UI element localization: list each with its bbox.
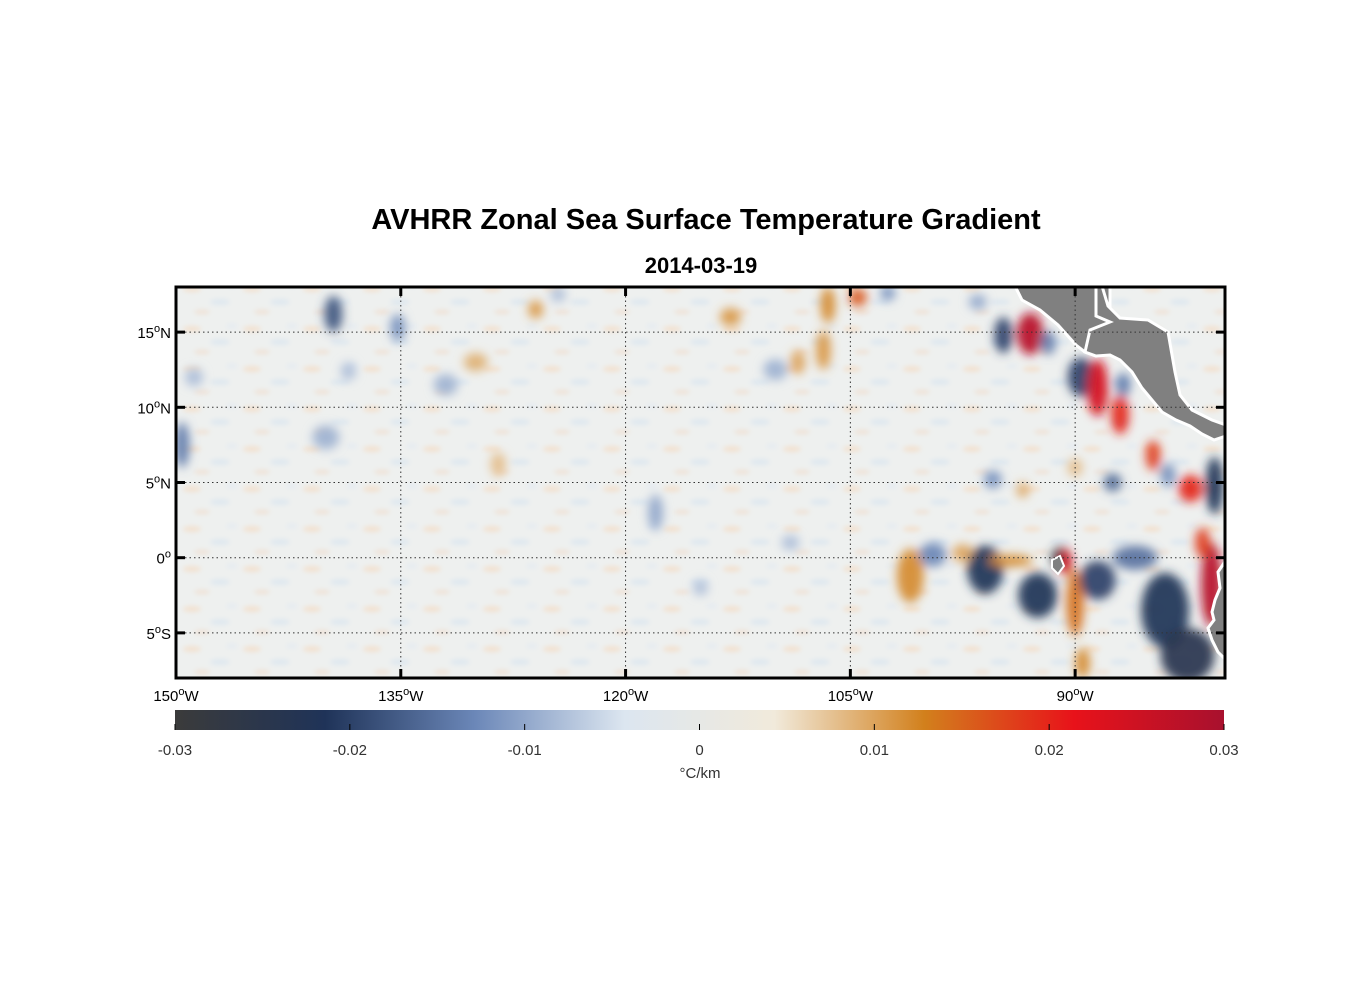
lat-tick-label: 15oN: [137, 323, 171, 342]
gradient-anomaly: [1075, 647, 1091, 678]
gradient-anomaly: [490, 452, 506, 477]
longitude-labels: 150oW 135oW 120oW 105oW 90oW: [153, 686, 1094, 705]
gradient-anomaly: [820, 287, 836, 324]
map-subtitle: 2014-03-19: [644, 253, 758, 278]
gradient-anomaly: [176, 422, 190, 468]
lat-tick-label: 10oN: [137, 398, 171, 417]
gradient-anomaly: [648, 494, 664, 531]
latitude-labels: 15oN 10oN 5oN 0o 5oS: [137, 323, 171, 643]
land-galapagos: [1051, 554, 1066, 576]
colorbar-tick-label: -0.01: [508, 742, 542, 759]
gradient-anomaly: [1079, 560, 1116, 600]
gradient-anomaly: [463, 353, 488, 372]
gradient-anomaly: [994, 317, 1013, 354]
gradient-anomaly: [1018, 572, 1058, 618]
gradient-anomaly: [968, 294, 987, 310]
gradient-anomaly: [1115, 372, 1131, 397]
gradient-anomaly: [1160, 628, 1215, 678]
colorbar-unit-label: °C/km: [680, 765, 721, 782]
lon-tick-label: 105oW: [828, 686, 874, 705]
gradient-anomaly: [550, 287, 566, 303]
map-title: AVHRR Zonal Sea Surface Temperature Grad…: [371, 204, 1041, 236]
gradient-anomaly: [693, 580, 708, 596]
gradient-anomaly: [324, 296, 343, 333]
gradient-anomaly: [1145, 440, 1161, 471]
lat-tick-label: 0o: [157, 549, 171, 568]
colorbar-tick-label: -0.03: [158, 742, 192, 759]
gradient-anomaly: [1111, 395, 1130, 435]
gradient-anomaly: [988, 554, 1034, 567]
gradient-anomaly: [184, 368, 203, 387]
lat-tick-label: 5oS: [147, 624, 171, 643]
lat-tick-label: 5oN: [146, 474, 171, 493]
gradient-anomaly: [790, 350, 806, 375]
gradient-anomaly: [1040, 330, 1056, 355]
gradient-anomaly: [1195, 527, 1211, 558]
gradient-anomaly: [1060, 548, 1073, 576]
gradient-anomaly: [1141, 572, 1190, 648]
lon-tick-label: 135oW: [378, 686, 424, 705]
colorbar-tick-label: 0.02: [1035, 742, 1064, 759]
gradient-anomaly: [983, 470, 1002, 489]
gradient-anomaly: [433, 374, 458, 396]
colorbar-scale: [175, 710, 1224, 730]
colorbar-ticks: -0.03 -0.02 -0.01 0 0.01 0.02 0.03: [158, 724, 1239, 759]
gradient-anomaly: [1016, 482, 1029, 498]
colorbar-tick-label: 0.01: [860, 742, 889, 759]
lon-tick-label: 150oW: [153, 686, 199, 705]
gradient-anomaly: [763, 359, 788, 381]
gradient-anomaly: [815, 330, 831, 370]
colorbar-tick-label: 0.03: [1209, 742, 1238, 759]
gradient-anomaly: [312, 425, 340, 450]
gradient-anomaly: [719, 308, 741, 327]
gradient-features: [176, 287, 1224, 678]
gradient-anomaly: [1178, 474, 1203, 503]
colorbar-tick-label: 0: [695, 742, 703, 759]
gradient-anomaly: [1087, 359, 1109, 417]
lon-tick-label: 120oW: [603, 686, 649, 705]
gradient-anomaly: [1205, 456, 1224, 515]
gradient-anomaly: [919, 542, 947, 567]
land-central-america: [1083, 287, 1225, 442]
colorbar: -0.03 -0.02 -0.01 0 0.01 0.02 0.03 °C/km: [158, 710, 1239, 782]
gradient-anomaly: [1160, 462, 1176, 488]
gradient-anomaly: [880, 287, 896, 301]
gradient-anomaly: [848, 288, 867, 307]
gradient-anomaly: [952, 544, 974, 563]
gradient-anomaly: [390, 314, 406, 342]
map-plot-area: 150oW 135oW 120oW 105oW 90oW 15oN 10oN 5oN 0o 5o…: [137, 285, 1227, 705]
colorbar-tick-label: -0.02: [333, 742, 367, 759]
land-masses: [898, 287, 1225, 662]
gradient-anomaly: [896, 548, 924, 603]
gradient-anomaly: [781, 535, 800, 551]
map-frame: [174, 285, 1227, 680]
gradient-anomaly: [1016, 312, 1044, 355]
gradient-anomaly: [340, 362, 356, 381]
gradient-anomaly: [528, 300, 544, 319]
land-south-america: [1206, 558, 1225, 662]
lon-tick-label: 90oW: [1057, 686, 1095, 705]
gradient-anomaly: [967, 545, 1004, 594]
